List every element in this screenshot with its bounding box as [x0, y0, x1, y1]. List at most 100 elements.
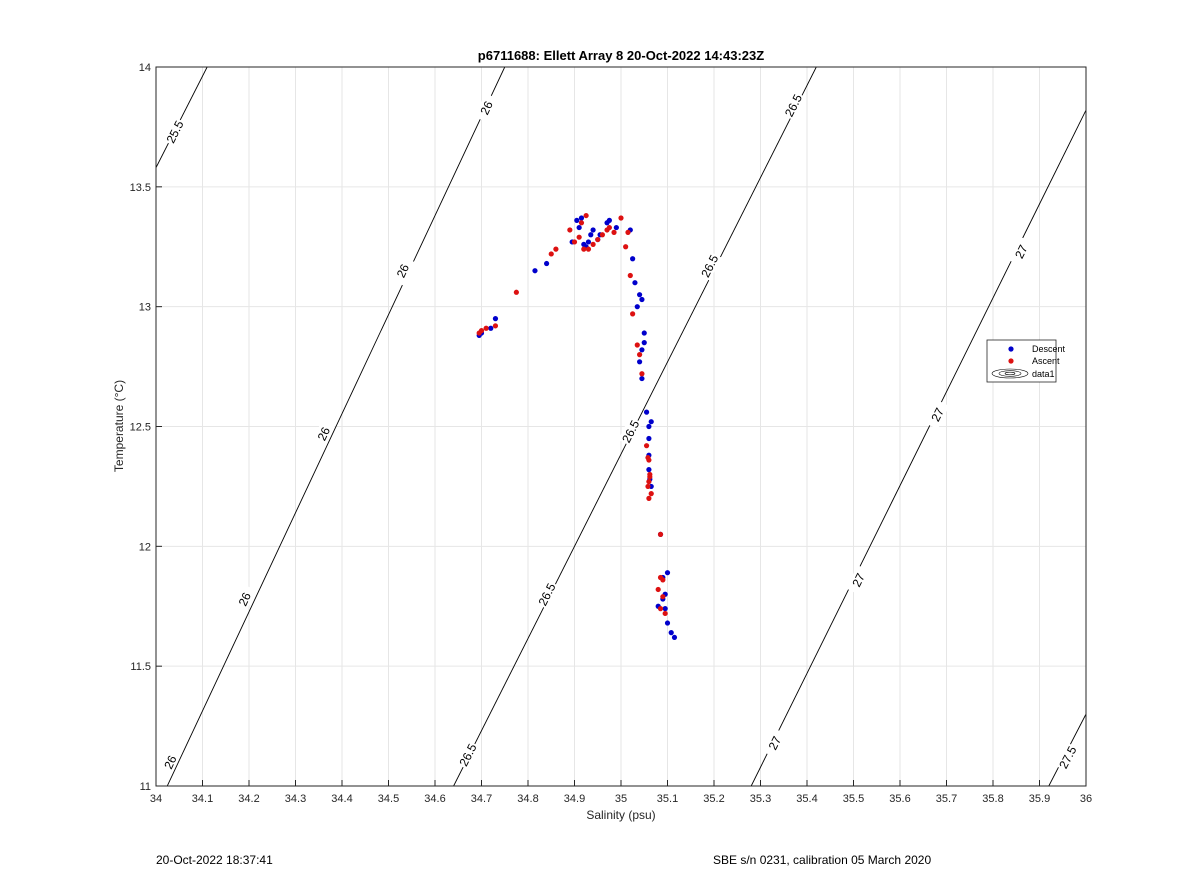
ascent-point: [646, 479, 652, 485]
contour-label-bg: [474, 93, 499, 123]
ascent-point: [657, 574, 664, 581]
density-contour-25.5: [156, 67, 208, 168]
descent-point: [637, 292, 643, 298]
descent-point: [639, 347, 645, 353]
ascent-point: [645, 455, 651, 461]
x-tick-label: 34.2: [238, 793, 259, 805]
ascent-point: [567, 227, 573, 233]
ascent-point: [583, 212, 589, 219]
x-tick-label: 35.7: [936, 793, 957, 805]
ascent-point: [657, 531, 664, 537]
x-tick-label: 34.5: [378, 793, 399, 805]
ascent-point: [646, 495, 652, 501]
x-tick-label: 34.8: [517, 793, 538, 805]
descent-point: [488, 325, 494, 331]
contour-label-bg: [762, 728, 787, 758]
density-contour-26: [166, 67, 506, 786]
descent-point: [643, 409, 650, 415]
contour-label-bg: [162, 116, 187, 147]
contour-label-bg: [232, 584, 257, 614]
descent-point: [590, 227, 596, 233]
ascent-point: [599, 232, 606, 238]
ascent-point: [618, 215, 624, 221]
ascent-point: [657, 606, 664, 612]
ascent-point: [630, 311, 636, 317]
descent-point: [492, 316, 499, 322]
footer-sensor-info: SBE s/n 0231, calibration 05 March 2020: [713, 853, 932, 867]
contour-label: 26: [158, 747, 182, 777]
x-tick-label: 35.3: [750, 793, 771, 805]
x-tick-label: 35.9: [1029, 793, 1050, 805]
x-tick-label: 35.4: [796, 793, 817, 805]
contour-label-text: 26: [477, 99, 495, 117]
footer-timestamp: 20-Oct-2022 18:37:41: [156, 853, 273, 867]
contour-label: 26: [390, 255, 415, 286]
y-axis-ticks: 11 11.5 12 12.5 13 13.5 14: [130, 62, 162, 793]
contour-label-bg: [1055, 742, 1080, 773]
ascent-point: [571, 239, 578, 245]
contour-label: 27: [925, 399, 950, 430]
contour-label: 27: [846, 565, 871, 595]
legend: Descent Ascent data1: [986, 339, 1066, 383]
ascent-point: [645, 483, 651, 490]
descent-point: [646, 423, 652, 430]
legend-descent-label: Descent: [1032, 344, 1066, 354]
descent-point: [585, 239, 592, 245]
contour-label: 26: [311, 418, 336, 449]
descent-point: [613, 224, 619, 231]
chart-title: p6711688: Ellett Array 8 20-Oct-2022 14:…: [478, 48, 764, 63]
y-tick-label: 12: [139, 541, 151, 553]
legend-ascent-marker: [1008, 358, 1014, 364]
density-contour-27: [750, 109, 1086, 786]
ascent-point: [478, 328, 485, 334]
ascent-point: [655, 586, 661, 593]
y-tick-label: 13.5: [130, 182, 151, 194]
legend-box: [986, 339, 1057, 383]
descent-point: [576, 224, 582, 231]
contour-label-bg: [780, 90, 806, 121]
ascent-point: [660, 594, 666, 600]
descent-point: [646, 435, 652, 442]
x-axis-ticks: 34 34.1 34.2 34.3 34.4 34.5 34.6 34.7 34.8 34.9 35…: [150, 780, 1092, 805]
y-tick-label: 13: [139, 302, 151, 314]
descent-point: [632, 280, 638, 286]
ascent-point: [625, 229, 631, 235]
ascent-point: [581, 246, 587, 252]
legend-data1-label: data1: [1032, 369, 1055, 379]
contour-label-bg: [158, 747, 182, 777]
ascent-point: [513, 289, 519, 295]
contour-label-text: 26: [315, 425, 333, 443]
descent-point: [630, 256, 636, 262]
ascent-point: [483, 325, 489, 331]
contour-label-text: 27: [928, 405, 947, 423]
contour-label-bg: [846, 565, 871, 595]
density-contour-labels: 25.5262626262626.526.526.526.526.5272727…: [158, 90, 1080, 777]
descent-point: [532, 268, 538, 274]
contour-label-bg: [697, 251, 722, 281]
legend-contour-icon: [991, 368, 1029, 379]
x-tick-label: 34: [150, 793, 162, 805]
contour-label-text: 26: [236, 590, 254, 608]
descent-point: [639, 296, 645, 303]
x-tick-label: 35.5: [843, 793, 864, 805]
x-tick-label: 34.1: [192, 793, 213, 805]
descent-point: [641, 340, 647, 346]
contour-label: 27: [1008, 236, 1033, 267]
x-axis-label: Salinity (psu): [586, 808, 655, 822]
descent-point: [574, 217, 580, 223]
ascent-point: [639, 371, 645, 377]
contour-label-bg: [390, 255, 415, 286]
ascent-point: [576, 234, 582, 240]
contour-label-text: 26: [161, 753, 179, 771]
ascent-point: [662, 610, 668, 617]
contour-label-text: 26: [394, 262, 412, 280]
contour-label: 26: [474, 93, 499, 123]
descent-point: [664, 570, 671, 576]
descent-point: [588, 232, 594, 238]
descent-point: [606, 217, 612, 223]
contour-label-text: 27: [849, 571, 868, 589]
contour-label-bg: [311, 418, 336, 449]
descent-point: [664, 620, 671, 626]
ascent-point: [611, 229, 617, 235]
